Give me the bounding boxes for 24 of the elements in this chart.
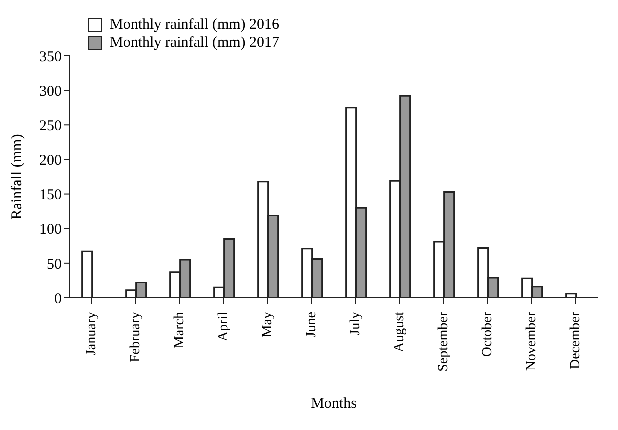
y-tick-label: 300	[40, 84, 62, 100]
x-tick-label: August	[392, 312, 408, 352]
x-tick-label: June	[304, 312, 320, 338]
legend-label: Monthly rainfall (mm) 2016	[110, 16, 280, 34]
y-tick-label: 150	[40, 188, 62, 204]
x-tick-label: July	[348, 312, 364, 336]
x-tick-label: November	[524, 312, 540, 372]
x-tick-label: February	[128, 312, 144, 363]
y-tick-label: 100	[40, 222, 62, 238]
x-tick-label: October	[480, 312, 496, 358]
x-tick-label: May	[260, 312, 276, 338]
x-tick-label: April	[216, 312, 232, 342]
y-tick-label: 250	[40, 118, 62, 134]
y-tick-label: 350	[40, 49, 62, 66]
y-axis-title: Rainfall (mm)	[9, 134, 26, 220]
legend-label: Monthly rainfall (mm) 2017	[110, 34, 280, 52]
x-axis-title: Months	[311, 396, 358, 412]
y-tick-label: 0	[54, 291, 62, 308]
x-tick-label: January	[84, 312, 100, 356]
x-tick-label: December	[568, 312, 584, 370]
y-tick-label: 200	[40, 153, 62, 170]
x-tick-label: March	[172, 312, 188, 349]
y-tick-label: 50	[47, 256, 62, 273]
x-tick-label: September	[436, 312, 452, 372]
